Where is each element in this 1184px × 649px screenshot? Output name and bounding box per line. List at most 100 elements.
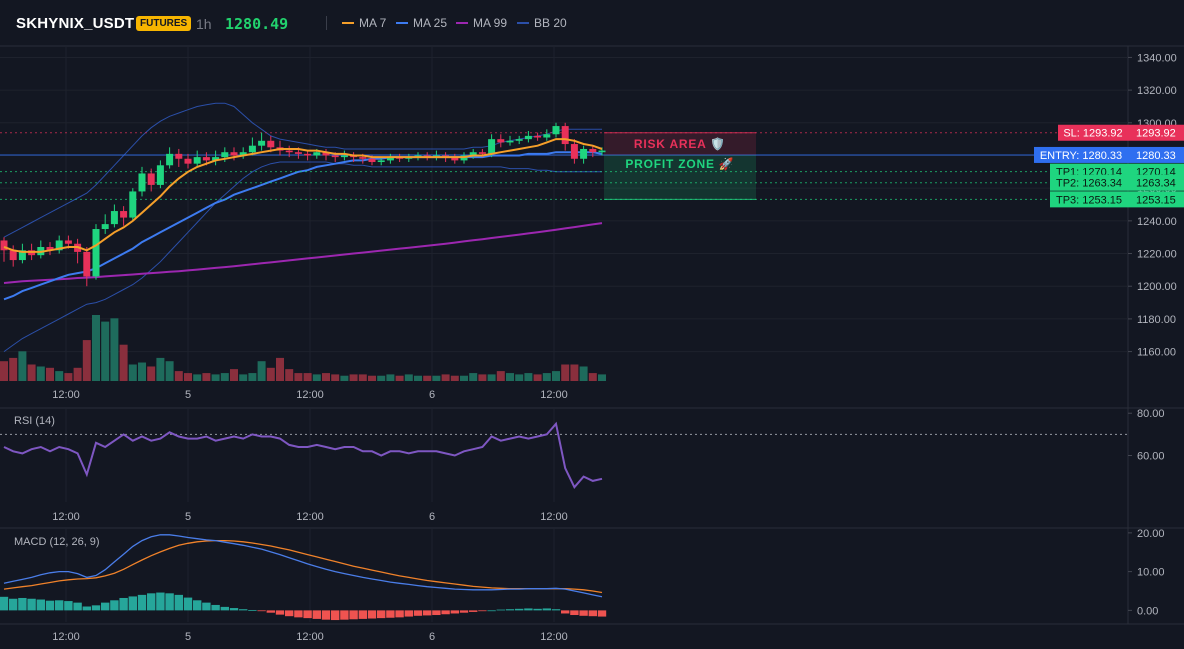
macd-histogram-bar <box>183 597 193 611</box>
x-tick-label: 6 <box>429 511 435 523</box>
price-y-tick-label: 1320.00 <box>1137 85 1177 97</box>
volume-bar <box>478 374 487 381</box>
header-divider <box>326 16 327 30</box>
level-value-bg <box>1128 146 1184 163</box>
volume-bar <box>174 371 183 381</box>
volume-bar <box>469 373 478 381</box>
volume-bar <box>46 367 54 381</box>
candle-body <box>156 165 164 185</box>
macd-histogram-bar <box>9 598 18 611</box>
macd-histogram-bar <box>73 602 82 611</box>
macd-histogram-bar <box>101 602 110 611</box>
x-tick-label: 12:00 <box>540 389 568 401</box>
legend-ma7[interactable]: MA 7 <box>342 16 386 30</box>
symbol-title[interactable]: SKHYNIX_USDT <box>16 15 135 32</box>
candle-body <box>230 152 238 156</box>
macd-histogram-bar <box>570 610 579 616</box>
candle-body <box>304 153 312 156</box>
macd-histogram-bar <box>64 601 73 611</box>
macd-histogram-bar <box>18 597 27 611</box>
level-value-bg <box>1128 124 1184 141</box>
price-y-tick-label: 1180.00 <box>1137 314 1176 326</box>
macd-histogram-bar <box>487 610 496 612</box>
volume-bar <box>138 362 146 381</box>
candle-body <box>184 158 192 164</box>
volume-bar <box>294 373 303 381</box>
volume-bar <box>368 375 376 381</box>
candle-body <box>506 140 514 143</box>
candle-body <box>64 240 72 244</box>
macd-histogram-bar <box>119 597 128 611</box>
candle-body <box>147 173 155 185</box>
ma99-line <box>3 222 603 284</box>
x-tick-label: 12:00 <box>52 389 80 401</box>
level-tag-bg <box>1050 174 1128 191</box>
volume-bar <box>570 364 579 381</box>
macd-histogram-bar <box>579 610 588 616</box>
macd-histogram-bar <box>321 610 331 620</box>
timeframe-label[interactable]: 1h <box>196 16 212 32</box>
candle-body <box>589 148 597 153</box>
price-y-tick-label: 1220.00 <box>1137 249 1177 261</box>
macd-histogram-bar <box>349 610 358 620</box>
x-tick-label: 12:00 <box>296 631 324 643</box>
macd-histogram-bar <box>275 610 285 615</box>
zone-fill <box>604 154 756 200</box>
macd-histogram-bar <box>285 610 294 617</box>
macd-histogram-bar <box>386 610 395 618</box>
level-value-label: 1253.15 <box>1136 194 1176 206</box>
macd-histogram-bar <box>303 610 312 619</box>
macd-y-tick-label: 10.00 <box>1137 567 1165 579</box>
candle-body <box>239 152 247 156</box>
macd-histogram-bar <box>91 605 101 611</box>
volume-bar <box>423 375 432 381</box>
macd-histogram-bar <box>156 592 165 611</box>
volume-bar <box>239 374 248 381</box>
price-y-tick-label: 1240.00 <box>1137 216 1177 228</box>
volume-bar <box>211 374 220 381</box>
macd-histogram-bar <box>597 610 607 617</box>
volume-bar <box>257 361 266 381</box>
candle-body <box>534 135 542 138</box>
volume-bar <box>202 373 211 381</box>
volume-bar <box>248 373 257 381</box>
x-tick-label: 5 <box>185 631 191 643</box>
legend-ma99[interactable]: MA 99 <box>456 16 507 30</box>
macd-histogram-bar <box>423 610 432 616</box>
candle-body <box>166 153 174 166</box>
level-tag-1: ENTRY: 1280.33 1280.33 <box>1034 146 1184 163</box>
volume-bar <box>0 361 8 381</box>
volume-bar <box>404 374 413 381</box>
volume-bar <box>487 374 496 381</box>
rsi-title: RSI (14) <box>14 415 55 427</box>
candle-body <box>267 140 275 148</box>
volume-bar <box>441 374 450 381</box>
volume-bar <box>552 371 560 381</box>
volume-bar <box>184 373 192 381</box>
level-tag-label: ENTRY: 1280.33 <box>1040 150 1122 162</box>
level-tag-label: TP3: 1253.15 <box>1056 194 1122 206</box>
level-value-label: 1280.33 <box>1136 150 1176 162</box>
macd-histogram-bar <box>137 594 147 611</box>
macd-histogram-bar <box>515 608 524 611</box>
x-tick-label: 6 <box>429 389 435 401</box>
chart-header: SKHYNIX_USDT FUTURES 1h 1280.49 MA 7 MA … <box>0 0 1184 46</box>
level-tag-bg <box>1050 191 1128 208</box>
legend-ma99-label: MA 99 <box>473 16 508 30</box>
volume-bar <box>9 357 18 381</box>
candle-body <box>469 152 477 156</box>
x-tick-label: 12:00 <box>52 631 80 643</box>
legend-bb20[interactable]: BB 20 <box>517 16 567 30</box>
candle-body <box>313 152 321 156</box>
macd-histogram-bar <box>588 610 597 617</box>
candle-body <box>478 152 486 154</box>
macd-histogram-bar <box>229 608 239 611</box>
volume-bar <box>450 375 459 381</box>
candle-body <box>340 155 348 158</box>
legend-ma25[interactable]: MA 25 <box>396 16 447 30</box>
candle-body <box>451 157 459 161</box>
macd-histogram-bar <box>220 606 229 611</box>
legend-ma25-label: MA 25 <box>413 16 448 30</box>
candle-body <box>18 250 26 261</box>
